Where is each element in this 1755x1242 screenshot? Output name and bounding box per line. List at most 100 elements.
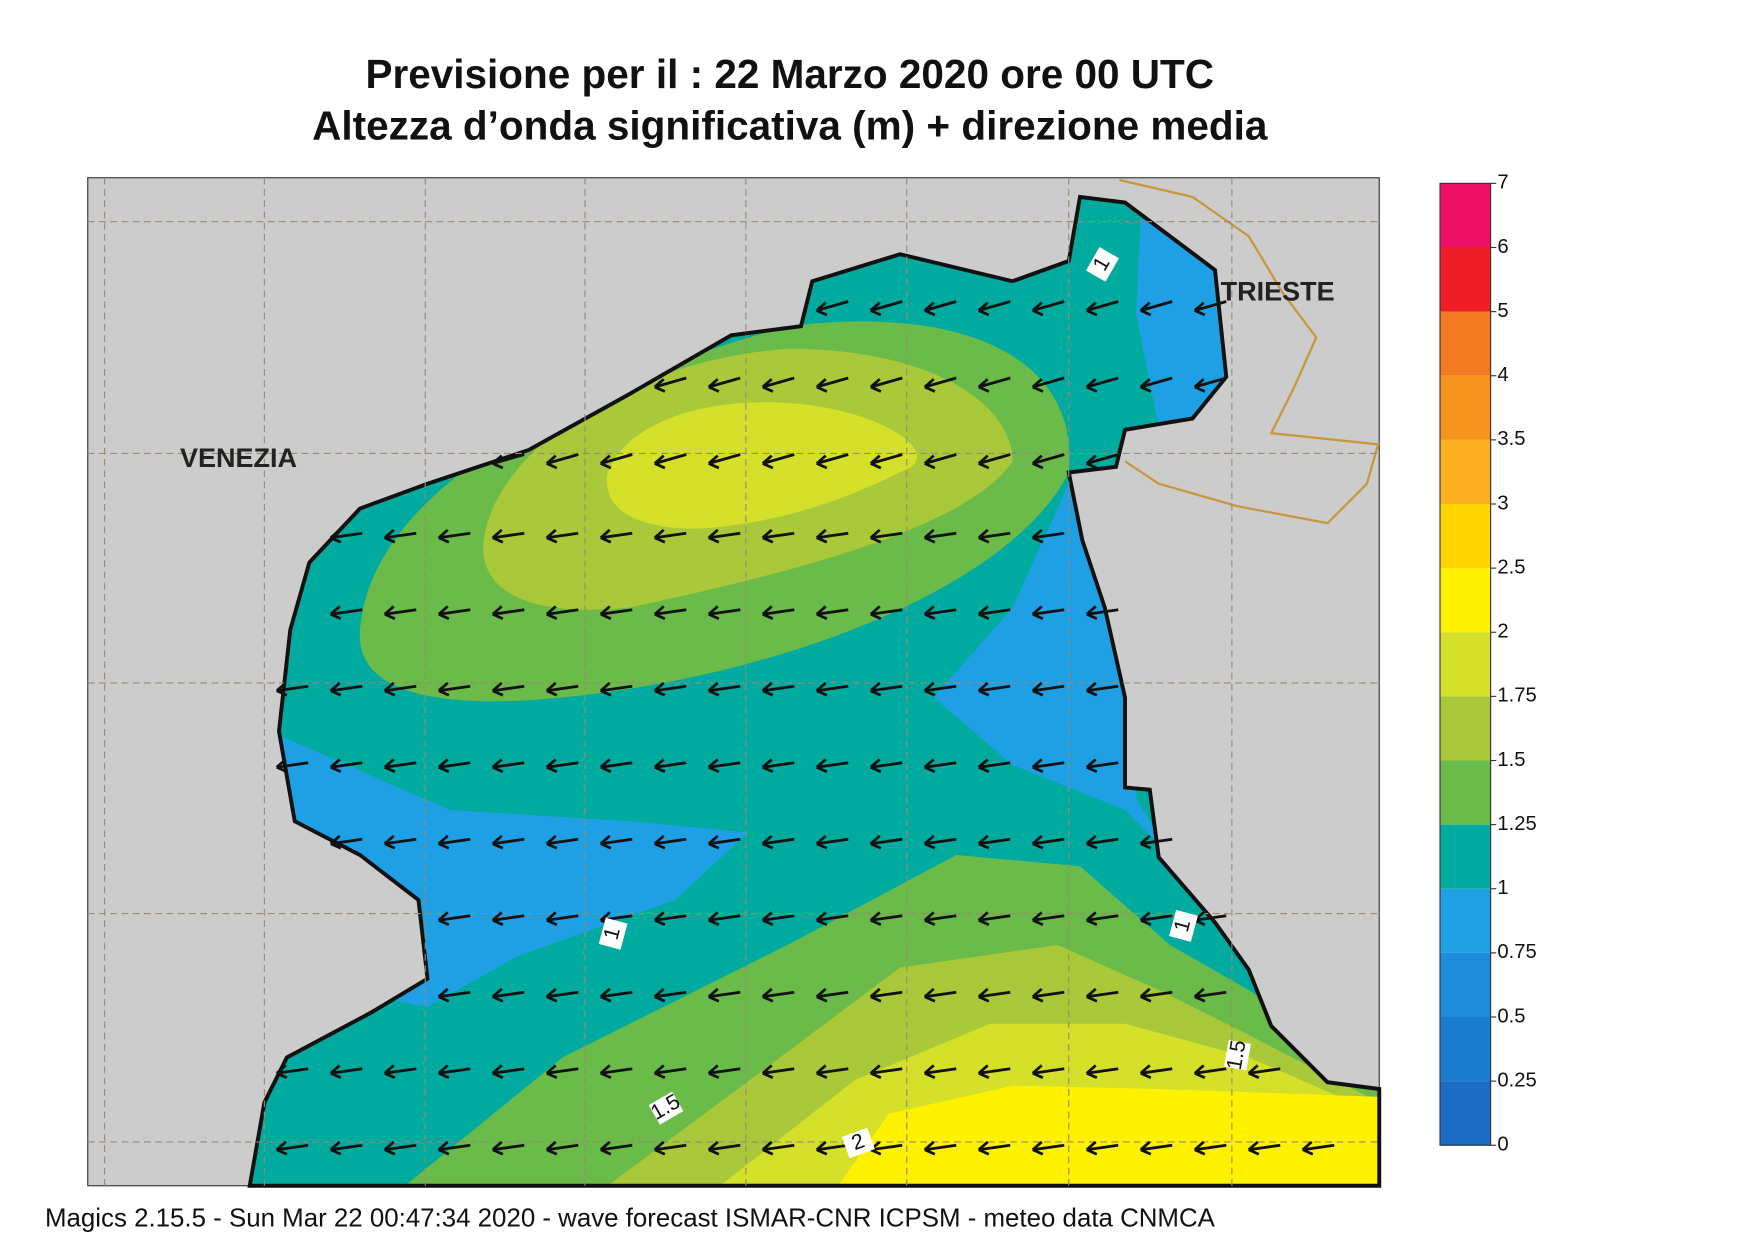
border <box>1119 178 1380 525</box>
arrow <box>653 376 687 393</box>
arrow <box>923 528 957 544</box>
arrow <box>707 987 741 1003</box>
arrow <box>923 758 957 774</box>
subtitle: Altezza d’onda significativa (m) + direz… <box>312 103 1268 149</box>
colorbar-swatch <box>1440 696 1491 761</box>
contour-label-box <box>1224 1040 1251 1071</box>
arrow <box>869 528 903 544</box>
arrow <box>977 758 1011 774</box>
arrow <box>491 1140 525 1156</box>
arrow <box>815 605 849 621</box>
colorbar-swatch <box>1440 311 1491 376</box>
colorbar-label: 6 <box>1497 236 1508 258</box>
colorbar: 0 0.25 0.5 0.75 1 1.25 1.5 1.75 2 2.5 3 3.5 4 5 6 7 <box>1439 172 1537 1156</box>
arrow <box>545 834 579 850</box>
colorbar-swatch <box>1440 760 1491 825</box>
colorbar-label: 1.25 <box>1497 813 1536 835</box>
arrow <box>653 528 687 544</box>
arrow <box>707 911 741 927</box>
colorbar-label: 7 <box>1497 172 1508 194</box>
arrow <box>977 834 1011 850</box>
title: Previsione per il : 22 Marzo 2020 ore 00… <box>365 51 1214 97</box>
arrow <box>923 376 957 393</box>
arrow <box>437 681 471 697</box>
arrow <box>1193 1140 1227 1156</box>
colorbar-label: 1.5 <box>1497 749 1525 771</box>
arrow <box>923 834 957 850</box>
arrow <box>869 681 903 697</box>
arrow <box>923 300 957 317</box>
graticule <box>87 177 1380 1186</box>
colorbar-swatch <box>1440 952 1491 1017</box>
arrow <box>653 987 687 1003</box>
arrow <box>545 453 579 470</box>
colorbar-label: 0 <box>1497 1134 1508 1156</box>
arrow <box>599 681 633 697</box>
colorbar-label: 0.5 <box>1497 1005 1525 1027</box>
contour-label: 1 <box>1169 909 1198 942</box>
arrow <box>1085 1064 1119 1080</box>
arrow <box>977 987 1011 1003</box>
contour-label: 1.5 <box>1222 1038 1251 1072</box>
colorbar-swatch <box>1440 1017 1491 1082</box>
arrow <box>707 453 741 470</box>
arrow <box>761 681 795 697</box>
arrow <box>437 911 471 927</box>
arrow <box>707 1064 741 1080</box>
arrow <box>329 1140 363 1156</box>
arrow <box>1085 1140 1119 1156</box>
arrow <box>545 605 579 621</box>
arrow <box>761 987 795 1003</box>
colorbar-swatch <box>1440 824 1491 889</box>
arrow <box>653 1140 687 1156</box>
colorbar-swatch <box>1440 504 1491 569</box>
contour-label-box <box>841 1127 875 1159</box>
arrow <box>977 300 1011 317</box>
arrow <box>545 1140 579 1156</box>
arrow <box>869 834 903 850</box>
arrow <box>1085 453 1119 470</box>
arrow <box>383 758 417 774</box>
arrow <box>707 758 741 774</box>
zone-yellow <box>838 1085 1380 1186</box>
arrow <box>761 376 795 393</box>
colorbar-label: 5 <box>1497 300 1508 322</box>
arrow <box>815 453 849 470</box>
colorbar-swatch <box>1440 439 1491 504</box>
arrow <box>653 1064 687 1080</box>
arrow <box>653 453 687 470</box>
colorbar-label: 1.75 <box>1497 685 1536 707</box>
arrow <box>491 681 525 697</box>
arrow <box>1139 834 1173 850</box>
arrow <box>869 758 903 774</box>
arrow <box>653 681 687 697</box>
arrow <box>275 681 309 697</box>
arrow <box>329 834 363 850</box>
arrow <box>329 681 363 697</box>
arrow <box>599 1140 633 1156</box>
arrow <box>761 1140 795 1156</box>
arrow <box>707 1140 741 1156</box>
arrow <box>1031 1064 1065 1080</box>
arrow <box>1193 1064 1227 1080</box>
arrow <box>1193 376 1227 393</box>
arrow <box>491 528 525 544</box>
arrow <box>1139 911 1173 927</box>
arrow <box>1139 376 1173 393</box>
colorbar-swatch <box>1440 375 1491 440</box>
arrow <box>761 758 795 774</box>
arrow <box>707 528 741 544</box>
arrow <box>761 528 795 544</box>
arrow <box>1031 758 1065 774</box>
arrow <box>491 987 525 1003</box>
colorbar-swatch <box>1440 183 1491 248</box>
colorbar-label: 1 <box>1497 877 1508 899</box>
arrow <box>977 911 1011 927</box>
arrow <box>1139 1064 1173 1080</box>
colorbar-swatch <box>1440 632 1491 697</box>
arrow <box>653 605 687 621</box>
arrow <box>1085 605 1119 621</box>
arrow <box>815 376 849 393</box>
arrow <box>329 1064 363 1080</box>
arrow <box>923 605 957 621</box>
